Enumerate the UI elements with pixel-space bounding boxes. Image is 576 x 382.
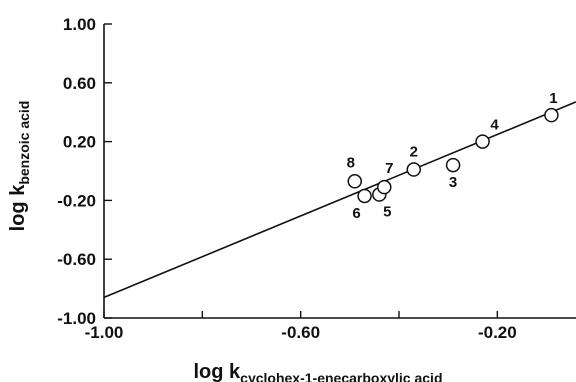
x-axis-title: log kcyclohex-1-enecarboxylic acid <box>194 361 443 382</box>
data-points: 1 2 3 4 5 6 7 8 <box>347 90 559 222</box>
data-point-label: 3 <box>449 174 457 191</box>
y-tick-label: -0.20 <box>57 191 96 210</box>
data-point <box>544 107 559 123</box>
y-axis-title: log kbenzoic acid <box>7 101 32 232</box>
x-axis-title-sub: cyclohex-1-enecarboxylic acid <box>240 370 442 382</box>
x-tick-label: -0.20 <box>478 323 517 342</box>
x-tick-label: -1.00 <box>85 323 124 342</box>
x-tick-label: -0.60 <box>281 323 320 342</box>
data-point <box>377 179 392 195</box>
y-tick-label: 1.00 <box>63 15 96 34</box>
fit-line <box>103 101 576 299</box>
data-point-label: 1 <box>549 90 557 107</box>
x-axis-title-main: log k <box>194 361 242 382</box>
y-tick-label: -0.60 <box>57 250 96 269</box>
data-point <box>445 157 461 173</box>
y-axis-title-sub: benzoic acid <box>16 101 32 185</box>
fit-line-group <box>103 101 576 299</box>
data-point <box>347 174 362 189</box>
tick-labels: 1.00 0.60 0.20 -0.20 -0.60 -1.00-1.00 -0.60 -0.… <box>57 15 516 342</box>
y-tick-label: -1.00 <box>57 309 96 328</box>
data-point-label: 4 <box>490 117 499 134</box>
data-point <box>475 134 490 149</box>
y-axis-title-main: log k <box>7 184 29 232</box>
data-point-label: 8 <box>347 154 355 171</box>
y-tick-label: 0.20 <box>63 133 96 152</box>
y-tick-label: 0.60 <box>63 74 96 93</box>
data-point-label: 7 <box>385 160 393 177</box>
data-point <box>406 162 421 177</box>
axes <box>103 23 576 319</box>
data-point <box>357 188 372 204</box>
data-point-label: 5 <box>383 204 391 221</box>
data-point-label: 6 <box>352 205 360 222</box>
data-point-label: 2 <box>410 144 418 161</box>
